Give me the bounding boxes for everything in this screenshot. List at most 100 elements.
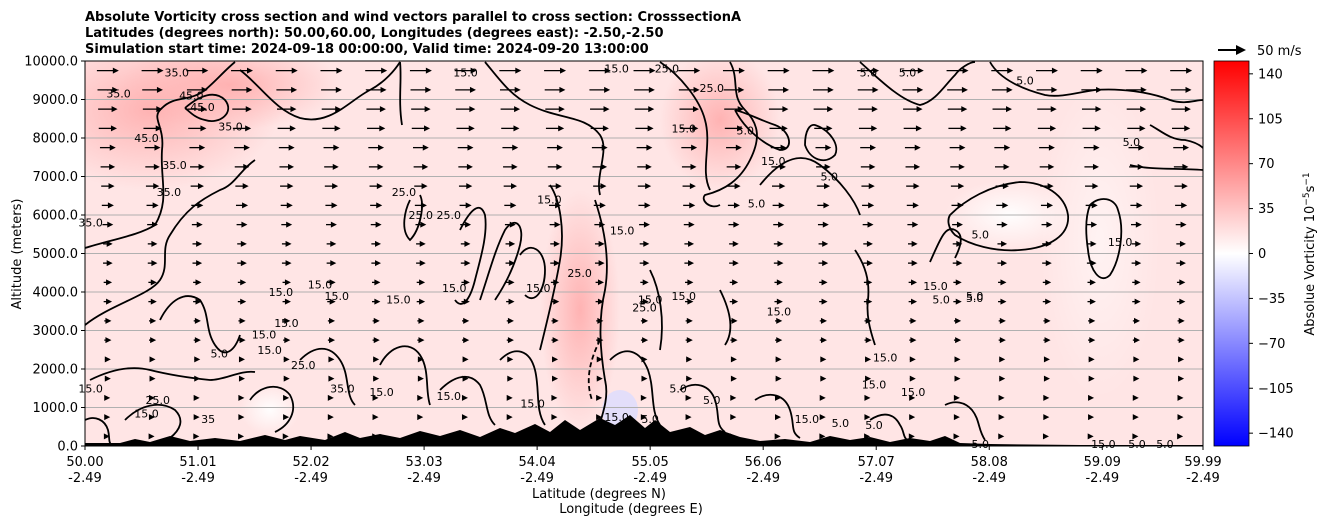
- wind-vector-head: [511, 163, 518, 170]
- contour-label: 15.0: [369, 386, 394, 399]
- wind-vector-head: [240, 260, 247, 267]
- wind-vector-head: [376, 202, 383, 209]
- wind-vector-head: [783, 67, 790, 74]
- wind-vector-head: [202, 67, 209, 74]
- wind-vector-head: [555, 202, 562, 209]
- wind-vector-head: [738, 86, 745, 93]
- x-tick-lat-label: 51.01: [179, 455, 216, 470]
- wind-vector-head: [1184, 106, 1191, 113]
- contour-label: 15.0: [862, 378, 887, 391]
- wind-vector-head: [330, 260, 337, 267]
- wind-vector-head: [329, 298, 336, 305]
- y-tick-label: 5000.0: [33, 247, 79, 262]
- wind-vector-head: [287, 183, 294, 190]
- wind-vector-head: [238, 356, 245, 363]
- wind-vector-head: [1094, 125, 1101, 132]
- wind-vector-head: [510, 202, 517, 209]
- wind-vector-head: [240, 298, 247, 305]
- wind-vector-head: [150, 337, 157, 344]
- wind-vector-head: [238, 394, 245, 401]
- contour-label: 15.0: [78, 382, 103, 395]
- x-tick-lat-label: 54.04: [519, 455, 556, 470]
- wind-vector-head: [912, 202, 919, 209]
- wind-vector-head: [1178, 375, 1185, 382]
- wind-vector-head: [598, 260, 605, 267]
- wind-vector-head: [730, 375, 737, 382]
- wind-vector-head: [604, 86, 611, 93]
- wind-vector-head: [1089, 298, 1096, 305]
- wind-vector-head: [109, 163, 116, 170]
- wind-vector-head: [245, 106, 252, 113]
- wind-vector-head: [690, 163, 697, 170]
- wind-vector-head: [735, 144, 742, 151]
- wind-vector-head: [469, 106, 476, 113]
- wind-vector-head: [1132, 433, 1139, 440]
- wind-vector-head: [912, 221, 919, 228]
- wind-vector-head: [553, 298, 560, 305]
- wind-vector-head: [372, 394, 379, 401]
- wind-vector-head: [733, 221, 740, 228]
- wind-vector-head: [597, 337, 604, 344]
- wind-vector-head: [551, 433, 558, 440]
- wind-vector-head: [692, 125, 699, 132]
- wind-vectors: [96, 67, 1193, 440]
- wind-vector-head: [780, 144, 787, 151]
- contour-line: [89, 367, 256, 381]
- contour-line: [719, 289, 732, 346]
- x-tick-lon-label: -2.49: [407, 471, 441, 486]
- wind-vector-head: [153, 183, 160, 190]
- wind-vector-head: [737, 125, 744, 132]
- wind-vector-head: [284, 298, 291, 305]
- wind-vector-head: [110, 125, 117, 132]
- wind-vector-head: [866, 279, 873, 286]
- wind-vector-head: [872, 86, 879, 93]
- wind-vector-head: [555, 183, 562, 190]
- wind-vector-head: [691, 144, 698, 151]
- wind-vector-head: [774, 433, 781, 440]
- wind-vector-head: [195, 279, 202, 286]
- wind-vector-head: [418, 317, 425, 324]
- wind-vector-head: [1045, 240, 1052, 247]
- wind-vector-head: [776, 337, 783, 344]
- wind-vector-head: [329, 279, 336, 286]
- wind-vector-head: [373, 356, 380, 363]
- wind-vector-head: [194, 317, 201, 324]
- wind-vector-head: [107, 221, 114, 228]
- wind-vector-head: [152, 221, 159, 228]
- wind-vector-head: [999, 375, 1006, 382]
- field-low-sw: [240, 385, 300, 435]
- wind-vector-head: [954, 375, 961, 382]
- x-tick-lon-label: -2.49: [633, 471, 667, 486]
- wind-vector-head: [643, 240, 650, 247]
- wind-vector-head: [999, 317, 1006, 324]
- wind-vector-head: [775, 356, 782, 363]
- wind-vector-head: [420, 202, 427, 209]
- contour-label: 15.0: [671, 122, 696, 135]
- wind-vector-head: [1140, 106, 1147, 113]
- field-low-far-east: [1040, 80, 1160, 400]
- wind-vector-head: [827, 86, 834, 93]
- wind-vector-head: [286, 202, 293, 209]
- wind-vector-head: [1088, 356, 1095, 363]
- x-tick-lon-label: -2.49: [1186, 471, 1220, 486]
- contour-line: [85, 159, 256, 326]
- wind-vector-head: [955, 298, 962, 305]
- wind-vector-head: [551, 414, 558, 421]
- wind-vector-head: [1179, 298, 1186, 305]
- wind-vector-head: [328, 375, 335, 382]
- wind-vector-head: [1186, 67, 1193, 74]
- wind-vector-head: [109, 144, 116, 151]
- colorbar-tick-label: 0: [1258, 247, 1266, 262]
- wind-vector-head: [1179, 260, 1186, 267]
- wind-vector-head: [1136, 202, 1143, 209]
- wind-vector-head: [463, 337, 470, 344]
- wind-vector-head: [866, 240, 873, 247]
- wind-vector-head: [155, 125, 162, 132]
- wind-vector-head: [376, 183, 383, 190]
- wind-vector-head: [732, 279, 739, 286]
- wind-vector-head: [1006, 106, 1012, 113]
- wind-vector-head: [1092, 183, 1099, 190]
- wind-vector-head: [737, 106, 744, 113]
- wind-vector-head: [1181, 202, 1188, 209]
- wind-vector-head: [1089, 279, 1096, 286]
